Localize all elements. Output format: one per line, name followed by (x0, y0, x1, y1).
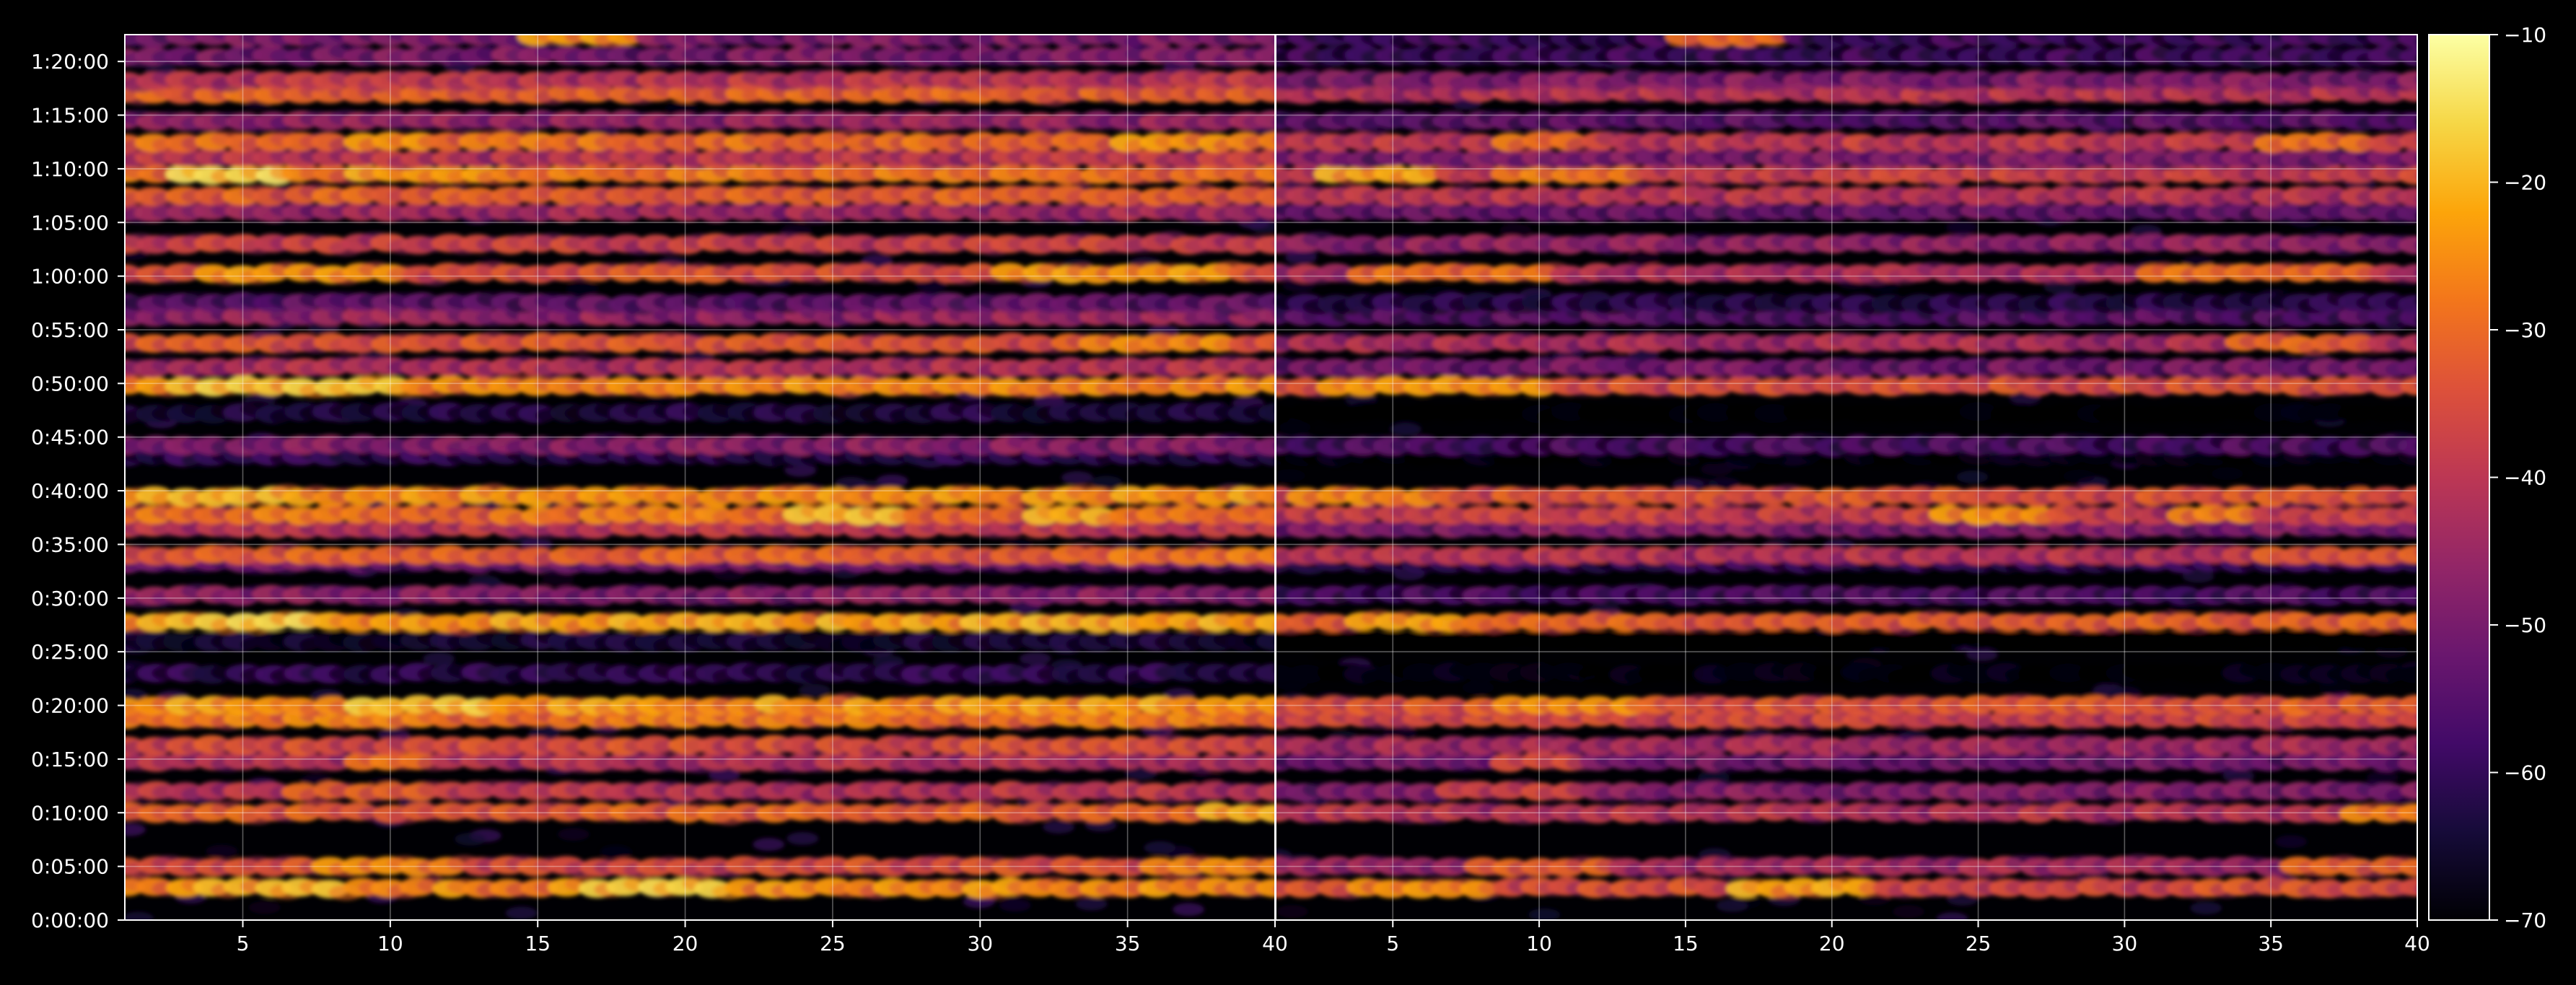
heat-cell (1258, 292, 1275, 312)
heat-cell (1256, 663, 1275, 683)
noise-cell (1033, 394, 1066, 408)
noise-cell (708, 769, 740, 782)
noise-cell (1966, 648, 1998, 662)
noise-cell (455, 832, 487, 846)
noise-cell (1628, 251, 1660, 265)
noise-cell (2318, 681, 2351, 695)
heat-cell (1255, 263, 1275, 282)
heat-cell (1256, 782, 1275, 802)
noise-cell (963, 895, 995, 909)
noise-cell (1893, 905, 1925, 919)
noise-cell (798, 683, 831, 697)
noise-cell (2366, 771, 2398, 784)
noise-cell (2275, 835, 2308, 849)
heat-cell (1254, 110, 1275, 129)
heat-cell (1254, 333, 1275, 352)
noise-cell (125, 823, 146, 836)
heat-cell (1258, 70, 1275, 89)
heat-cell (1258, 857, 1275, 877)
noise-cell (999, 898, 1031, 912)
noise-cell (1946, 221, 1979, 235)
heat-cell (1255, 735, 1275, 754)
noise-cell (753, 838, 785, 852)
noise-cell (2109, 686, 2142, 700)
noise-cell (1090, 476, 1123, 489)
noise-cell (835, 476, 867, 490)
heatmap-panel-left (124, 34, 1276, 921)
noise-cell (1708, 477, 1740, 491)
noise-cell (2063, 469, 2095, 483)
heat-cell (1258, 585, 1275, 605)
noise-cell (505, 906, 538, 920)
noise-cell (1019, 652, 1051, 665)
heat-cell (1258, 147, 1275, 167)
heat-cell (1255, 506, 1275, 525)
noise-cell (423, 652, 455, 665)
heat-cell (1256, 878, 1275, 898)
noise-cell (468, 574, 501, 588)
noise-cell (1389, 422, 1421, 436)
heat-cell (1254, 46, 1275, 66)
noise-cell (1162, 845, 1195, 859)
noise-cell (542, 573, 574, 587)
noise-cell (600, 845, 632, 859)
noise-cell (665, 102, 698, 115)
heatmap-panel-right (1275, 34, 2418, 921)
heat-cell (2398, 877, 2417, 897)
heat-cell (1256, 631, 1275, 651)
noise-cell (787, 831, 819, 845)
noise-cell (248, 901, 281, 914)
noise-cell (206, 844, 238, 858)
heat-cell (1258, 375, 1275, 395)
heat-cell (1254, 613, 1275, 633)
noise-cell (557, 828, 590, 841)
heat-cell (1257, 546, 1275, 565)
noise-cell (1716, 898, 1748, 912)
panel-right-cells (1276, 35, 2417, 920)
heat-cell (1257, 357, 1275, 377)
noise-cell (1173, 903, 1205, 916)
noise-cell (1528, 908, 1561, 920)
heat-cell (1256, 187, 1275, 206)
heat-cell (1256, 201, 1275, 221)
heat-cell (1254, 163, 1275, 183)
noise-cell (1075, 897, 1108, 911)
noise-cell (1276, 905, 1308, 919)
noise-cell (2190, 901, 2222, 915)
heat-cell (1256, 486, 1275, 505)
noise-cell (566, 282, 598, 296)
noise-cell (1462, 680, 1494, 694)
heat-cell (1256, 753, 1275, 773)
noise-cell (1276, 469, 1306, 483)
noise-cell (1061, 470, 1093, 484)
heat-cell (1254, 235, 1275, 255)
noise-cell (1956, 470, 1989, 483)
noise-cell (2211, 467, 2243, 481)
noise-cell (125, 911, 154, 920)
heat-cell (1254, 437, 1275, 456)
heat-cell (1257, 804, 1275, 823)
noise-cell (1701, 463, 1733, 476)
heat-cell (1258, 403, 1275, 422)
noise-cell (1936, 912, 1968, 920)
noise-cell (1312, 649, 1344, 662)
noise-cell (1279, 420, 1311, 434)
noise-cell (1043, 820, 1075, 834)
noise-cell (1499, 224, 1532, 237)
heat-cell (1258, 131, 1275, 151)
noise-cell (2182, 569, 2214, 583)
heat-cell (1254, 35, 1275, 48)
panel-left-cells (125, 35, 1275, 920)
heat-cell (1256, 695, 1275, 714)
